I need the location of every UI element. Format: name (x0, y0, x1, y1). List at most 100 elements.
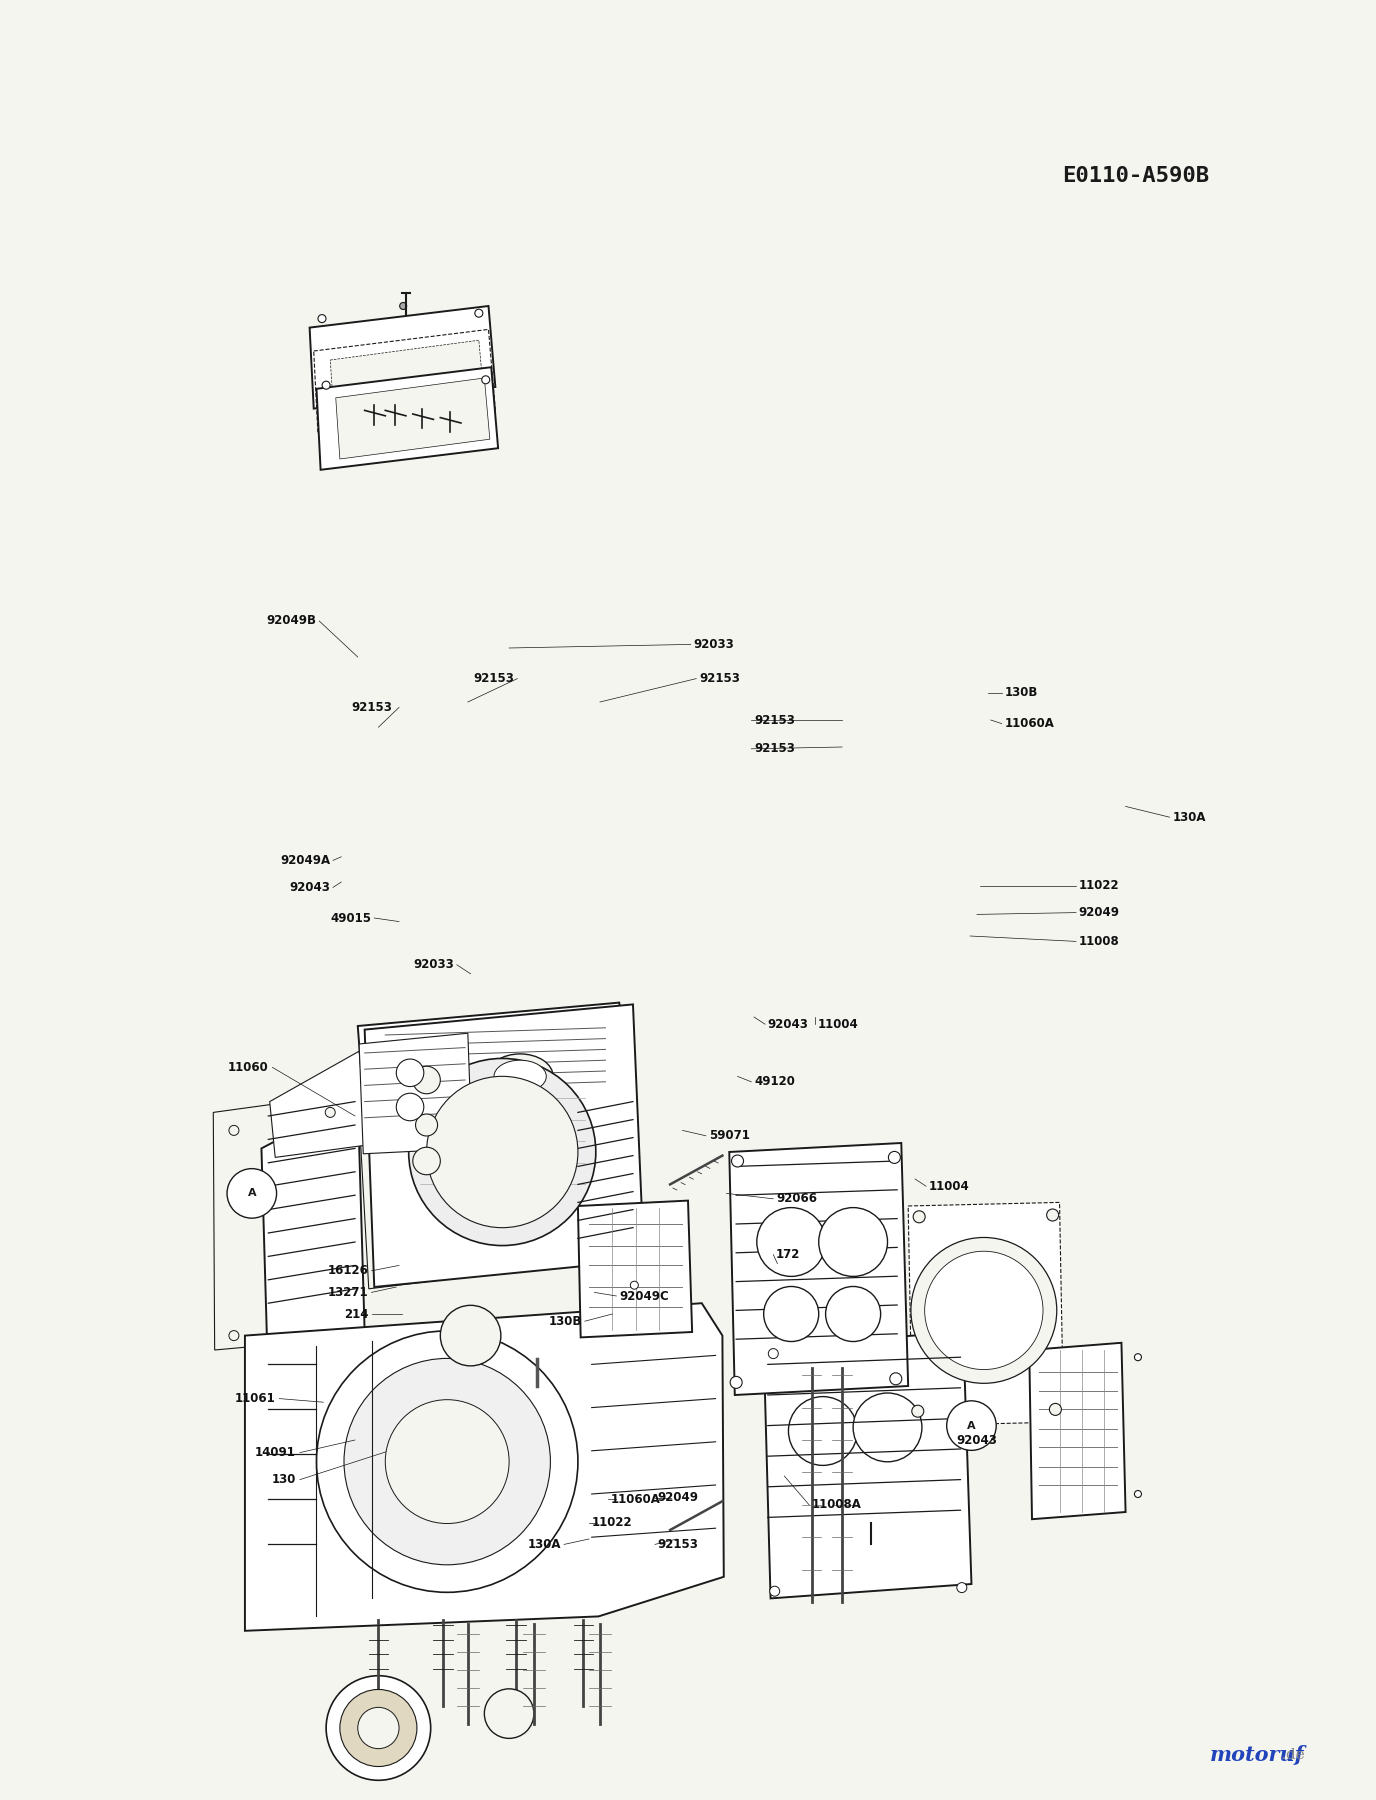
Circle shape (227, 1168, 277, 1219)
Text: 92043: 92043 (768, 1017, 809, 1031)
Text: 92153: 92153 (473, 671, 515, 686)
Polygon shape (261, 1098, 365, 1386)
Text: motoruf: motoruf (1210, 1744, 1304, 1766)
Ellipse shape (487, 1053, 553, 1098)
Text: 92043: 92043 (956, 1433, 998, 1447)
Circle shape (396, 1058, 424, 1087)
Text: 14091: 14091 (255, 1445, 296, 1460)
Circle shape (475, 310, 483, 317)
Circle shape (385, 1400, 509, 1523)
Polygon shape (245, 1303, 724, 1631)
Circle shape (399, 302, 407, 310)
Circle shape (413, 1066, 440, 1094)
Text: 11004: 11004 (817, 1017, 859, 1031)
Circle shape (416, 1114, 438, 1136)
Circle shape (1050, 1404, 1061, 1415)
Polygon shape (578, 1201, 692, 1337)
Text: 92153: 92153 (658, 1537, 699, 1552)
Polygon shape (213, 1093, 691, 1350)
Circle shape (1134, 1490, 1142, 1498)
Circle shape (956, 1582, 967, 1593)
Circle shape (340, 1690, 417, 1766)
Text: 130A: 130A (528, 1537, 561, 1552)
Circle shape (914, 1211, 925, 1222)
Text: 130B: 130B (549, 1314, 582, 1328)
Circle shape (731, 1377, 742, 1388)
Text: 11060: 11060 (227, 1060, 268, 1075)
Polygon shape (336, 378, 490, 459)
Circle shape (947, 1400, 996, 1451)
Circle shape (484, 1688, 534, 1739)
Text: 49120: 49120 (754, 1075, 795, 1089)
Polygon shape (316, 367, 498, 470)
Text: 11060A: 11060A (611, 1492, 660, 1507)
Circle shape (925, 1251, 1043, 1370)
Text: 59071: 59071 (709, 1129, 750, 1143)
Circle shape (732, 1156, 743, 1166)
Circle shape (826, 1287, 881, 1341)
Polygon shape (908, 1202, 1064, 1426)
Circle shape (1047, 1210, 1058, 1220)
Text: 11008: 11008 (1079, 934, 1120, 949)
Text: 92049: 92049 (658, 1490, 699, 1505)
Text: 92066: 92066 (776, 1192, 817, 1206)
Polygon shape (1029, 1343, 1126, 1519)
Circle shape (326, 1676, 431, 1780)
Circle shape (819, 1208, 888, 1276)
Circle shape (627, 1262, 638, 1273)
Text: 92033: 92033 (694, 637, 735, 652)
Circle shape (482, 376, 490, 383)
Circle shape (669, 1301, 680, 1312)
Text: 92033: 92033 (413, 958, 454, 972)
Circle shape (316, 1330, 578, 1593)
Text: 92153: 92153 (351, 700, 392, 715)
Polygon shape (358, 1003, 633, 1116)
Circle shape (322, 382, 330, 389)
Text: 11022: 11022 (1079, 878, 1120, 893)
Text: 130: 130 (271, 1472, 296, 1487)
Circle shape (889, 1152, 900, 1163)
Polygon shape (365, 1004, 644, 1287)
Text: 11004: 11004 (929, 1179, 970, 1193)
Text: 172: 172 (776, 1247, 801, 1262)
Circle shape (228, 1330, 239, 1341)
Circle shape (325, 1107, 336, 1118)
Text: 92153: 92153 (699, 671, 740, 686)
Circle shape (228, 1125, 239, 1136)
Text: E0110-A590B: E0110-A590B (1062, 166, 1208, 187)
Text: 214: 214 (344, 1307, 369, 1321)
Circle shape (853, 1393, 922, 1462)
Ellipse shape (494, 1060, 546, 1093)
Circle shape (912, 1406, 923, 1417)
Text: .de: .de (1252, 1748, 1304, 1762)
Text: 130B: 130B (1004, 686, 1038, 700)
Polygon shape (310, 306, 495, 409)
Text: 92049B: 92049B (267, 614, 316, 628)
Circle shape (1134, 1354, 1142, 1361)
Text: A: A (248, 1188, 256, 1199)
Text: 92049: 92049 (1079, 905, 1120, 920)
Text: 49015: 49015 (330, 911, 372, 925)
Polygon shape (729, 1143, 908, 1395)
Text: 13271: 13271 (327, 1285, 369, 1300)
Circle shape (952, 1336, 963, 1346)
Text: 16126: 16126 (327, 1264, 369, 1278)
Text: 92043: 92043 (289, 880, 330, 895)
Text: 92049A: 92049A (281, 853, 330, 868)
Text: 11022: 11022 (592, 1516, 633, 1530)
Text: 92049C: 92049C (619, 1289, 669, 1303)
Text: 11008A: 11008A (812, 1498, 861, 1512)
Polygon shape (314, 329, 495, 432)
Text: 11060A: 11060A (1004, 716, 1054, 731)
Circle shape (409, 1058, 596, 1246)
Circle shape (671, 1273, 682, 1283)
Text: 92153: 92153 (754, 742, 795, 756)
Circle shape (396, 1093, 424, 1121)
Circle shape (427, 1076, 578, 1228)
Circle shape (440, 1305, 501, 1366)
Circle shape (413, 1147, 440, 1175)
Circle shape (768, 1348, 779, 1359)
Circle shape (769, 1586, 780, 1597)
Text: 92153: 92153 (754, 713, 795, 727)
Polygon shape (270, 1051, 369, 1157)
